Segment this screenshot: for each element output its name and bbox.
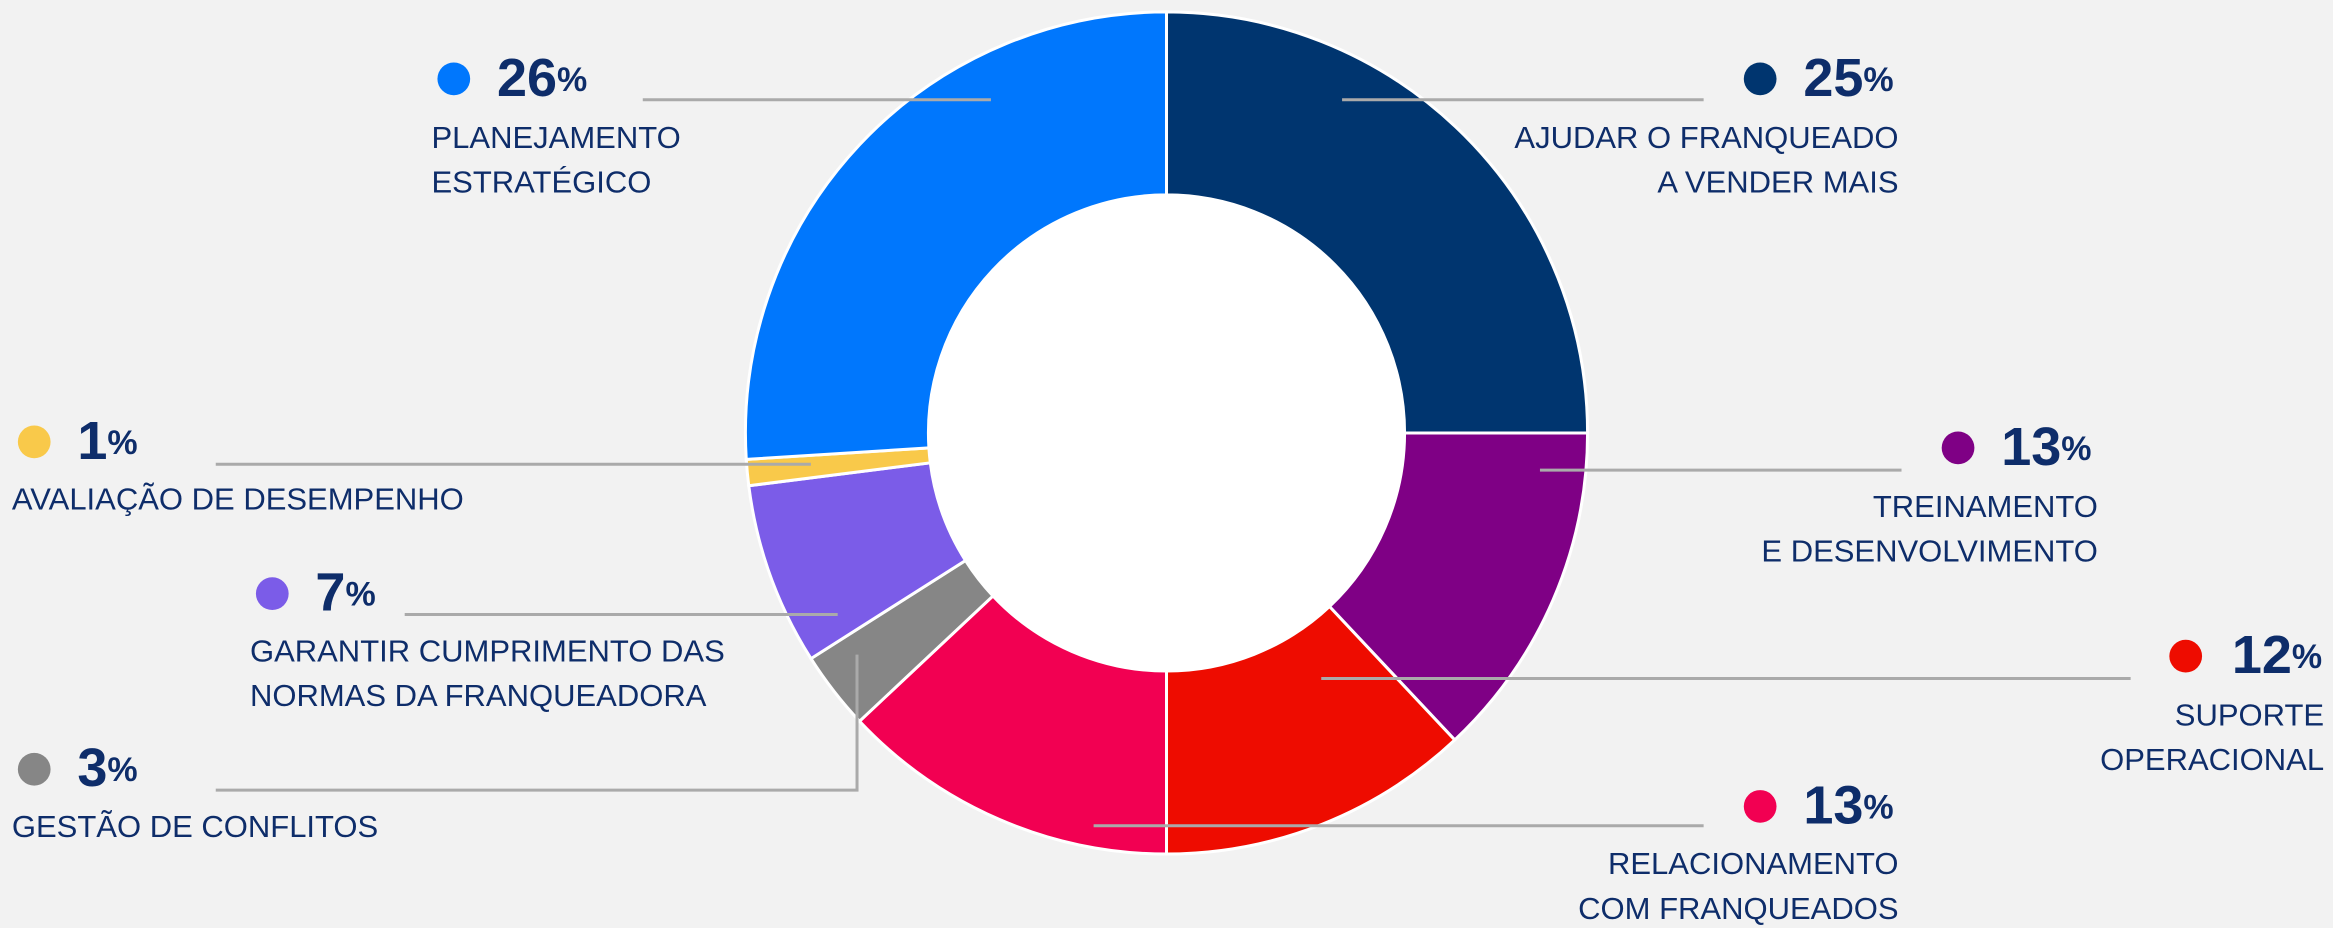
value-label: 26% — [497, 48, 587, 108]
legend-dot — [2169, 639, 2203, 673]
category-label: SUPORTE — [2175, 697, 2324, 732]
legend-dot — [17, 425, 51, 459]
value-label: 3% — [77, 738, 137, 798]
value-label: 12% — [2232, 625, 2322, 685]
category-label: PLANEJAMENTO — [431, 120, 680, 155]
category-label: A VENDER MAIS — [1657, 165, 1898, 200]
legend-dot — [17, 752, 51, 786]
category-label: COM FRANQUEADOS — [1578, 891, 1898, 926]
category-label: GESTÃO DE CONFLITOS — [12, 809, 378, 844]
category-label: AJUDAR O FRANQUEADO — [1514, 120, 1898, 155]
legend-dot — [1941, 431, 1975, 465]
legend-dot — [1743, 790, 1777, 823]
value-label: 13% — [1803, 776, 1893, 836]
legend-dot — [437, 62, 471, 96]
value-label: 13% — [2001, 417, 2091, 477]
value-label: 25% — [1803, 48, 1893, 108]
category-label: ESTRATÉGICO — [431, 165, 651, 200]
donut-hole — [928, 194, 1405, 672]
category-label: TREINAMENTO — [1873, 489, 2098, 524]
category-label: GARANTIR CUMPRIMENTO DAS — [250, 633, 725, 668]
value-label: 1% — [77, 411, 137, 471]
category-label: OPERACIONAL — [2100, 742, 2324, 777]
value-label: 7% — [315, 563, 375, 623]
legend-dot — [1743, 62, 1777, 96]
category-label: RELACIONAMENTO — [1608, 846, 1899, 881]
leader-line — [215, 654, 859, 792]
category-label: NORMAS DA FRANQUEADORA — [250, 678, 707, 713]
category-label: E DESENVOLVIMENTO — [1761, 534, 2098, 569]
legend-dot — [255, 577, 289, 611]
category-label: AVALIAÇÃO DE DESEMPENHO — [12, 482, 464, 517]
